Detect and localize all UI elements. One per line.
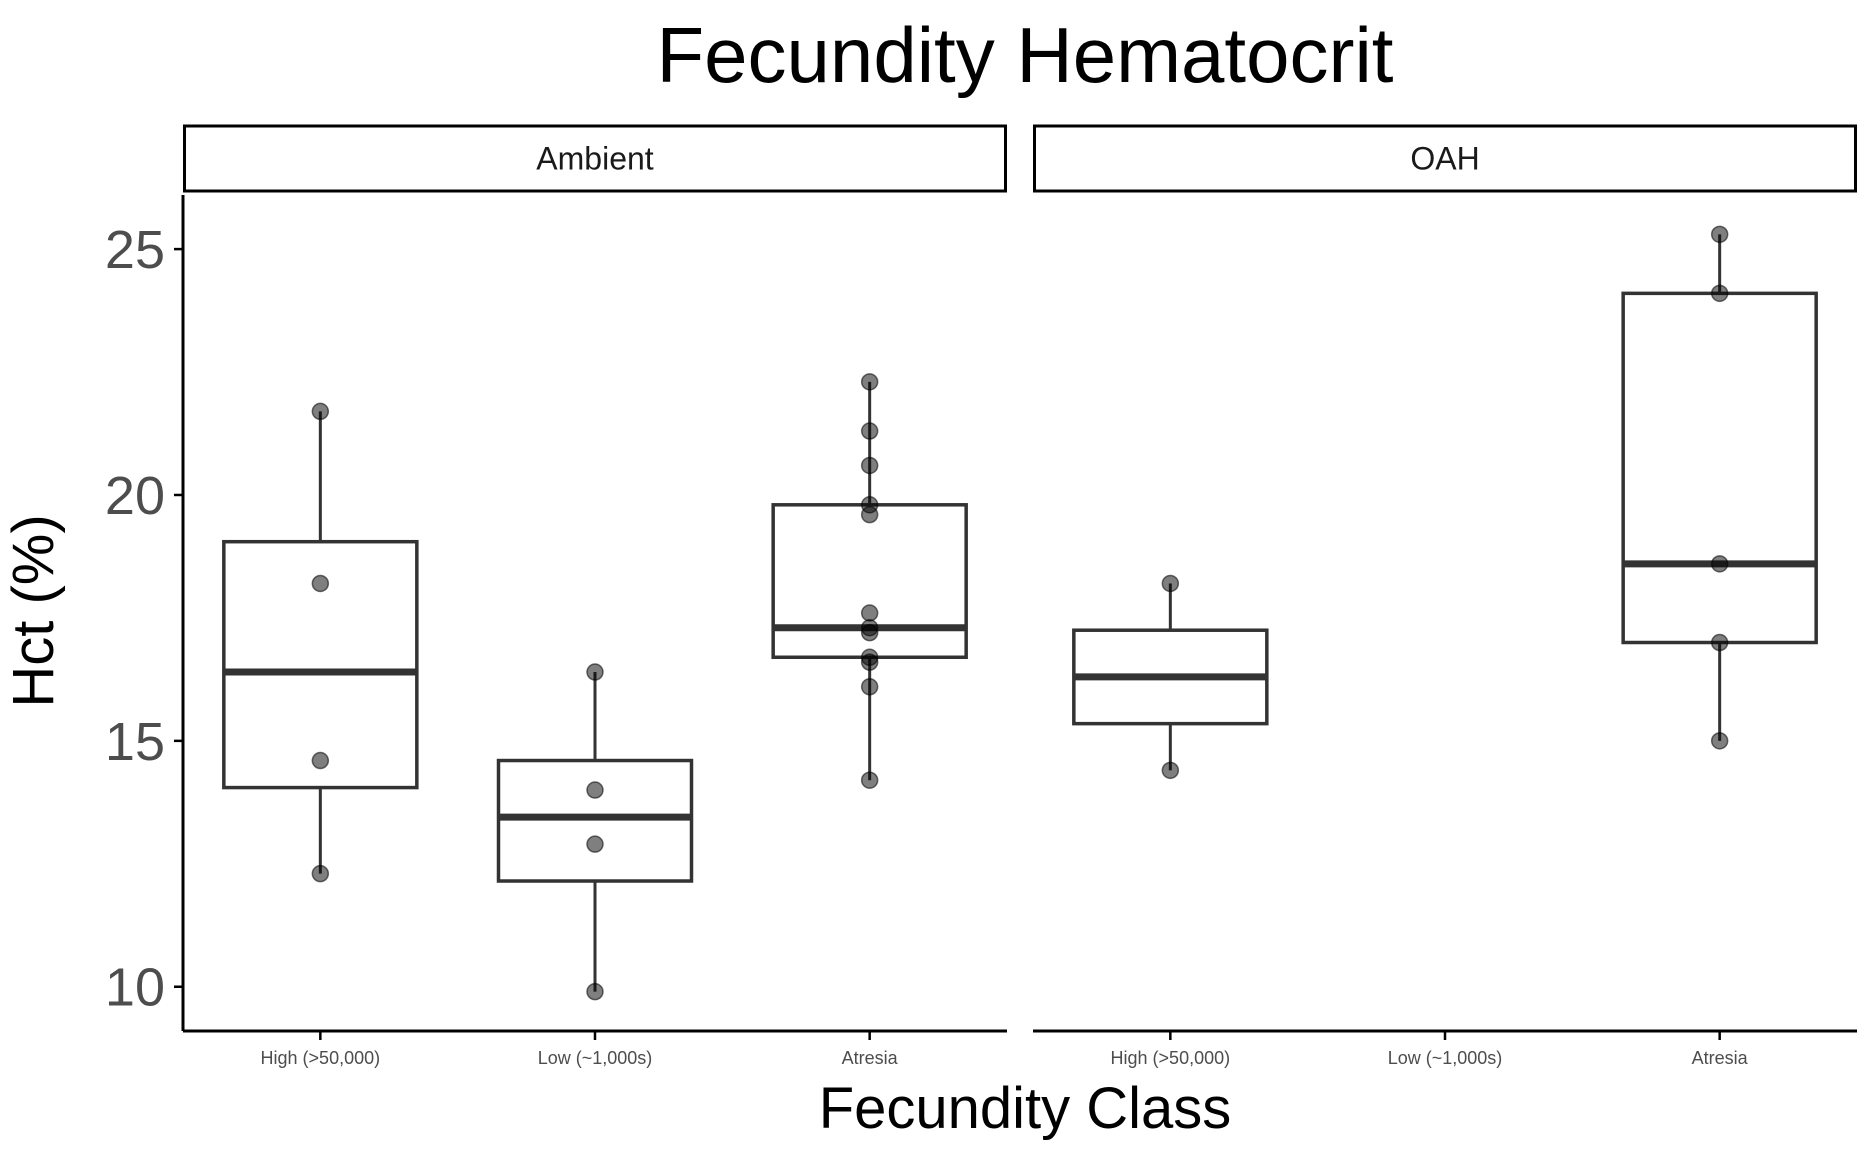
box: [496, 758, 694, 883]
facet-strip: [183, 124, 1007, 193]
data-point: [860, 456, 879, 475]
data-point: [1710, 284, 1729, 303]
data-point: [860, 373, 879, 391]
data-point: [1710, 225, 1729, 244]
x-tick-label: High (>50,000): [1111, 1048, 1231, 1068]
data-point: [860, 505, 879, 524]
x-axis-title: Fecundity Class: [819, 1076, 1232, 1141]
panels-group: 10 15 20 25 Ambient High (>50,000) Low (~1,000…: [105, 124, 1857, 1068]
data-point: [860, 771, 879, 789]
facet-strip: [1033, 124, 1857, 193]
data-point: [311, 751, 330, 770]
data-point: [311, 864, 330, 883]
x-tick-label: Low (~1,000s): [538, 1048, 653, 1068]
y-tick-label: 10: [105, 958, 165, 1018]
data-point: [860, 653, 879, 671]
data-point: [860, 604, 879, 622]
data-point: [586, 663, 604, 681]
data-point: [860, 422, 879, 440]
data-point: [1710, 732, 1729, 750]
data-point: [586, 835, 604, 853]
data-point: [311, 402, 330, 421]
data-point: [860, 678, 879, 696]
data-point: [311, 574, 330, 593]
data-point: [586, 982, 604, 1001]
y-axis-title: Hct (%): [1, 514, 66, 707]
x-tick-label: High (>50,000): [261, 1048, 381, 1068]
facet-strip-label: Ambient: [536, 141, 654, 177]
data-point: [1710, 633, 1729, 652]
y-tick-label: 15: [105, 712, 165, 772]
data-point: [1710, 555, 1729, 573]
data-point: [586, 781, 604, 799]
facet-strip-label: OAH: [1410, 141, 1479, 177]
data-point: [1161, 761, 1180, 780]
data-point: [860, 623, 879, 642]
x-tick-label: Low (~1,000s): [1388, 1048, 1503, 1068]
y-tick-label: 20: [105, 466, 165, 526]
chart-title: Fecundity Hematocrit: [657, 11, 1394, 99]
x-tick-label: Atresia: [842, 1048, 899, 1068]
box: [1621, 291, 1818, 645]
data-point: [1161, 574, 1180, 593]
x-tick-label: Atresia: [1692, 1048, 1749, 1068]
y-tick-label: 25: [105, 220, 165, 280]
